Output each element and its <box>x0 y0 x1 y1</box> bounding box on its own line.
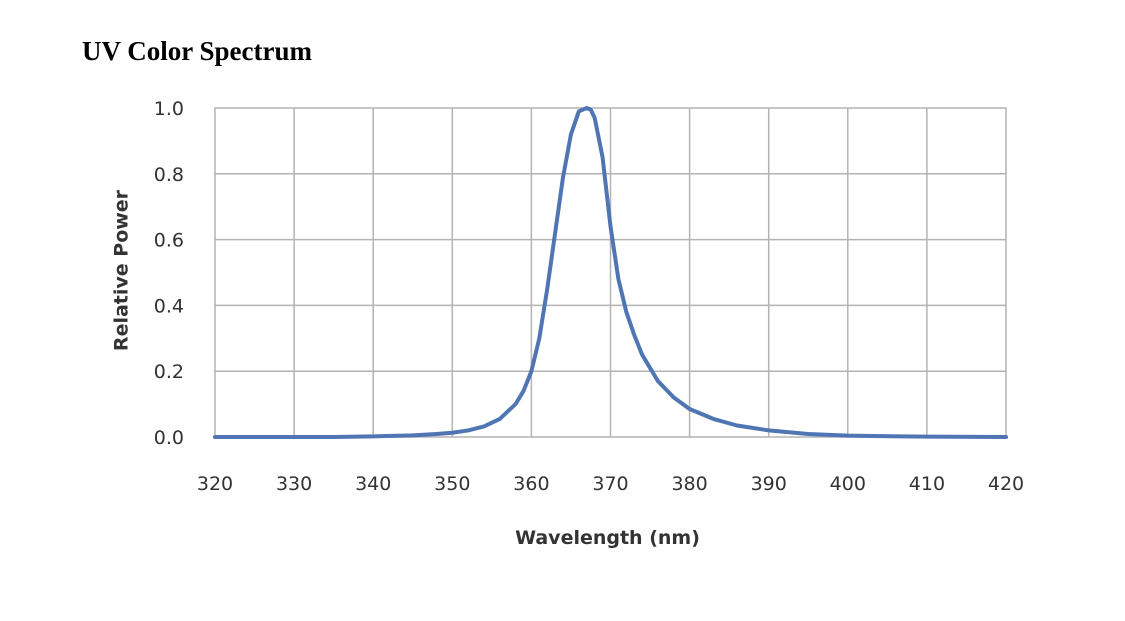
y-tick-label: 1.0 <box>154 98 184 120</box>
x-tick-label: 390 <box>751 473 787 495</box>
y-axis-ticks: 0.0 0.2 0.4 0.6 0.8 1.0 <box>154 98 184 449</box>
x-tick-label: 360 <box>513 473 549 495</box>
x-tick-label: 320 <box>197 473 233 495</box>
chart-grid <box>215 108 1006 437</box>
page-heading: UV Color Spectrum <box>82 36 312 66</box>
y-tick-label: 0.0 <box>154 427 184 449</box>
x-tick-label: 400 <box>830 473 866 495</box>
x-axis-label: Wavelength (nm) <box>515 527 700 549</box>
x-tick-label: 380 <box>671 473 707 495</box>
x-tick-label: 330 <box>276 473 312 495</box>
x-tick-label: 350 <box>434 473 470 495</box>
x-tick-label: 420 <box>988 473 1024 495</box>
y-axis-label: Relative Power <box>111 189 133 351</box>
relative-power-line <box>213 106 1008 439</box>
x-tick-label: 410 <box>909 473 945 495</box>
y-tick-label: 0.6 <box>154 230 184 252</box>
y-tick-label: 0.8 <box>154 164 184 186</box>
y-tick-label: 0.4 <box>154 295 184 317</box>
y-tick-label: 0.2 <box>154 361 184 383</box>
plot-frame <box>214 107 1007 438</box>
x-axis-ticks: 320 330 340 350 360 370 380 390 400 410 420 <box>197 473 1024 495</box>
x-tick-label: 340 <box>355 473 391 495</box>
x-tick-label: 370 <box>592 473 628 495</box>
